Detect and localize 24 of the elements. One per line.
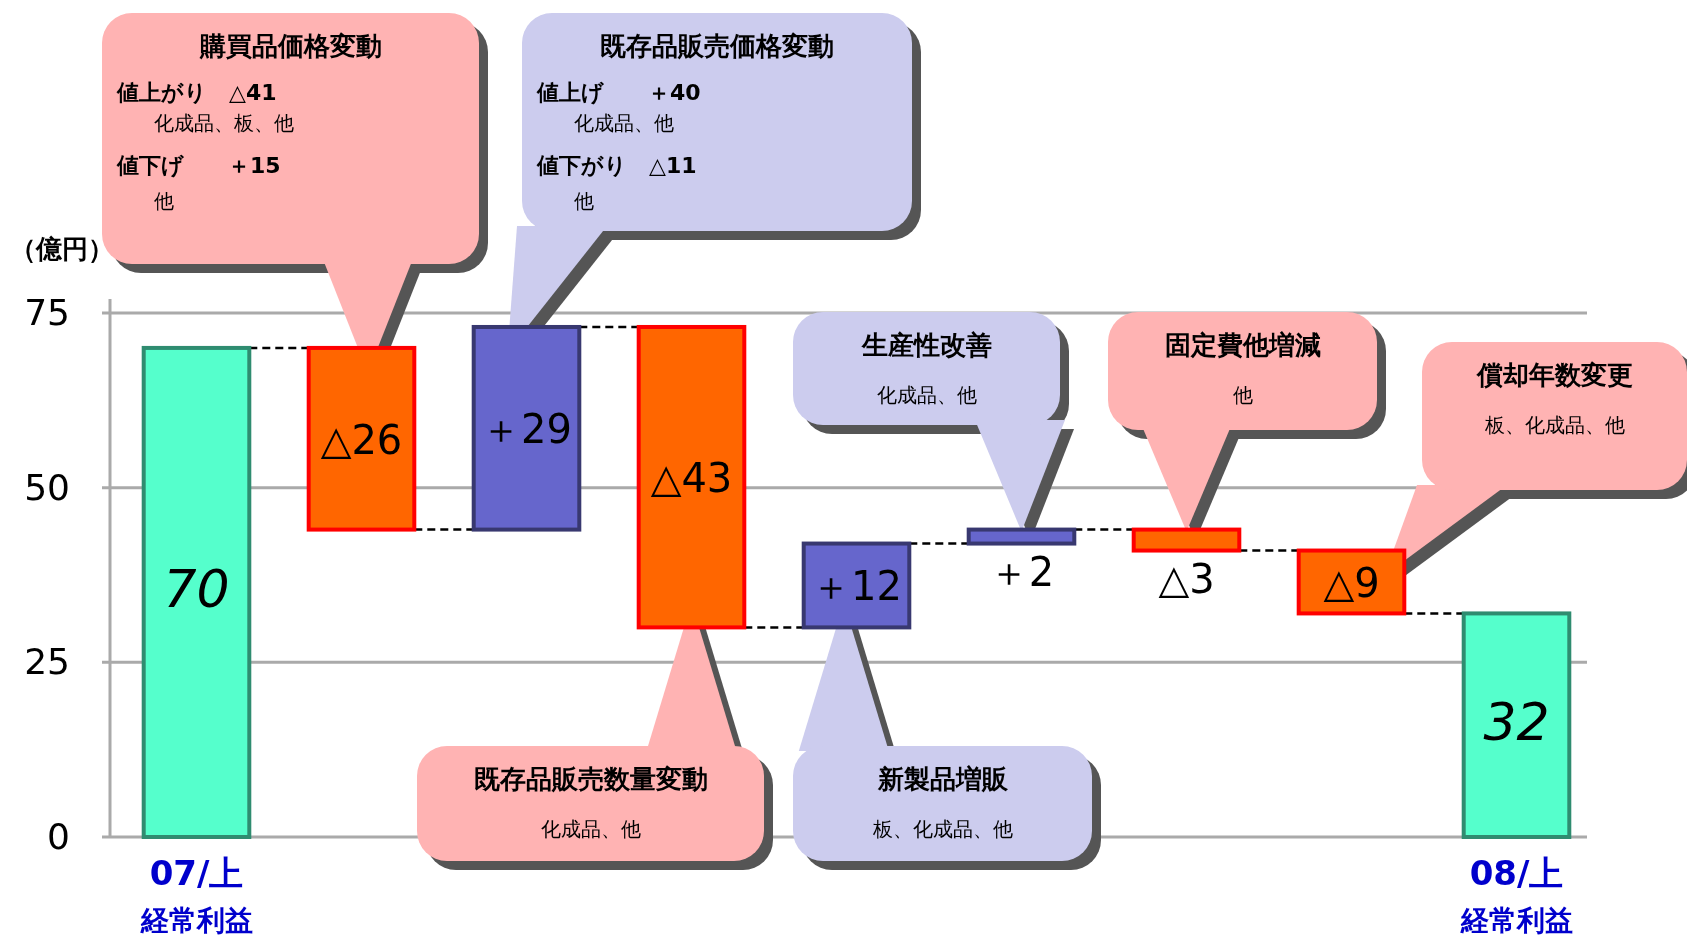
- x-tick-label: 08/上経常利益: [1459, 853, 1573, 937]
- y-tick-label: 75: [24, 292, 70, 333]
- data-label: 70: [163, 559, 230, 620]
- annotation: 既存品販売数量変動: [473, 764, 708, 794]
- data-label: △3: [1158, 555, 1215, 602]
- data-label: 32: [1483, 692, 1550, 753]
- data-label: △9: [1323, 559, 1380, 606]
- annotation: 化成品、他: [540, 817, 641, 841]
- annotation: 他: [1232, 383, 1253, 407]
- annotation: 板、化成品、他: [1483, 413, 1625, 437]
- annotation: 償却年数変更: [1475, 360, 1633, 390]
- data-label: △26: [320, 416, 403, 463]
- y-tick-label: 0: [47, 816, 70, 857]
- annotation: 板、化成品、他: [871, 817, 1013, 841]
- y-tick-label: 50: [24, 466, 70, 508]
- data-label: △43: [650, 455, 733, 502]
- annotation: 固定費他増減: [1164, 330, 1321, 360]
- data-label: ＋2: [988, 548, 1055, 595]
- annotation: 化成品、他: [876, 383, 977, 407]
- x-tick-label: 07/上経常利益: [139, 853, 253, 937]
- y-tick-label: 25: [24, 641, 70, 683]
- annotation: 新製品増販: [876, 764, 1009, 794]
- data-label: ＋29: [481, 406, 572, 453]
- annotation: 生産性改善: [860, 330, 992, 360]
